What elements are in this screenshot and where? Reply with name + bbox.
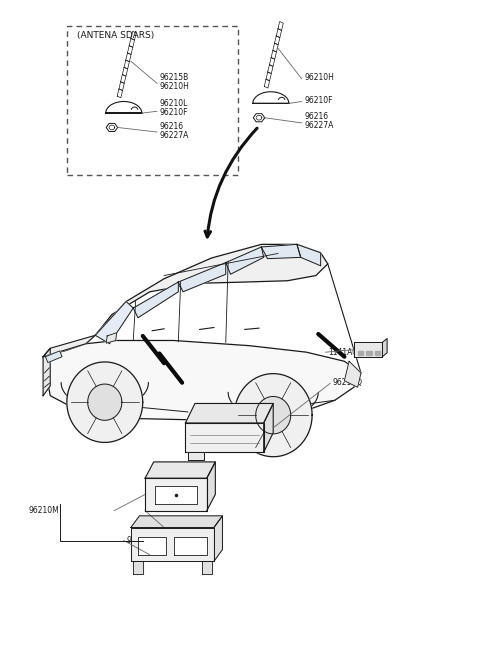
Polygon shape xyxy=(179,263,226,291)
Polygon shape xyxy=(207,462,216,511)
Polygon shape xyxy=(188,452,204,460)
Text: 96210Q: 96210Q xyxy=(333,378,362,387)
Text: 1141AC: 1141AC xyxy=(328,348,357,357)
Polygon shape xyxy=(106,123,118,132)
Polygon shape xyxy=(145,462,216,478)
Text: 96227A: 96227A xyxy=(159,132,189,140)
Polygon shape xyxy=(174,536,207,555)
Polygon shape xyxy=(268,65,273,73)
Polygon shape xyxy=(122,67,128,76)
Polygon shape xyxy=(278,22,283,30)
Polygon shape xyxy=(264,403,273,452)
Polygon shape xyxy=(276,29,282,37)
Polygon shape xyxy=(354,343,383,357)
Polygon shape xyxy=(366,351,372,356)
Polygon shape xyxy=(264,79,270,88)
Polygon shape xyxy=(131,516,222,527)
Text: 96210F: 96210F xyxy=(304,96,333,105)
Polygon shape xyxy=(275,36,280,45)
Polygon shape xyxy=(133,282,179,318)
Polygon shape xyxy=(43,335,96,357)
Polygon shape xyxy=(234,373,312,457)
Text: 96210L: 96210L xyxy=(159,99,188,108)
Polygon shape xyxy=(269,58,275,66)
Polygon shape xyxy=(124,60,130,69)
Polygon shape xyxy=(43,341,361,420)
Polygon shape xyxy=(131,527,214,561)
Polygon shape xyxy=(253,92,289,103)
Polygon shape xyxy=(226,247,264,274)
Polygon shape xyxy=(43,348,50,396)
Polygon shape xyxy=(131,31,136,40)
Polygon shape xyxy=(117,89,122,98)
Text: 96210H: 96210H xyxy=(304,73,334,82)
Polygon shape xyxy=(214,516,222,561)
Polygon shape xyxy=(185,403,273,423)
Bar xyxy=(67,26,238,175)
Polygon shape xyxy=(120,75,126,83)
Polygon shape xyxy=(106,333,117,343)
Polygon shape xyxy=(375,351,381,356)
Text: 96216: 96216 xyxy=(159,122,183,132)
Polygon shape xyxy=(126,53,131,62)
Polygon shape xyxy=(138,536,167,555)
Polygon shape xyxy=(297,244,321,266)
Polygon shape xyxy=(96,244,328,335)
Text: 96215: 96215 xyxy=(126,536,150,545)
Text: 96210F: 96210F xyxy=(159,108,188,117)
Polygon shape xyxy=(271,50,276,59)
Polygon shape xyxy=(261,244,301,259)
Polygon shape xyxy=(185,423,264,452)
Polygon shape xyxy=(128,46,133,54)
Polygon shape xyxy=(129,39,134,47)
Polygon shape xyxy=(119,82,124,90)
Polygon shape xyxy=(67,362,143,442)
Text: 96227A: 96227A xyxy=(304,121,334,130)
Polygon shape xyxy=(88,384,122,421)
Polygon shape xyxy=(155,486,197,504)
Polygon shape xyxy=(266,72,271,81)
Polygon shape xyxy=(273,43,278,52)
Text: (ANTENA SDARS): (ANTENA SDARS) xyxy=(77,31,155,40)
Text: 96210H: 96210H xyxy=(159,82,189,91)
Polygon shape xyxy=(344,362,361,387)
Text: 96215B: 96215B xyxy=(159,73,189,82)
Text: 96210M: 96210M xyxy=(29,506,60,515)
Polygon shape xyxy=(96,301,133,344)
Polygon shape xyxy=(46,351,62,363)
Text: 96216: 96216 xyxy=(304,112,328,121)
Polygon shape xyxy=(106,102,142,113)
Polygon shape xyxy=(202,561,212,574)
Polygon shape xyxy=(358,351,363,356)
Polygon shape xyxy=(133,561,143,574)
Polygon shape xyxy=(253,114,264,122)
Polygon shape xyxy=(256,396,291,434)
Polygon shape xyxy=(145,478,207,511)
Polygon shape xyxy=(383,339,387,357)
